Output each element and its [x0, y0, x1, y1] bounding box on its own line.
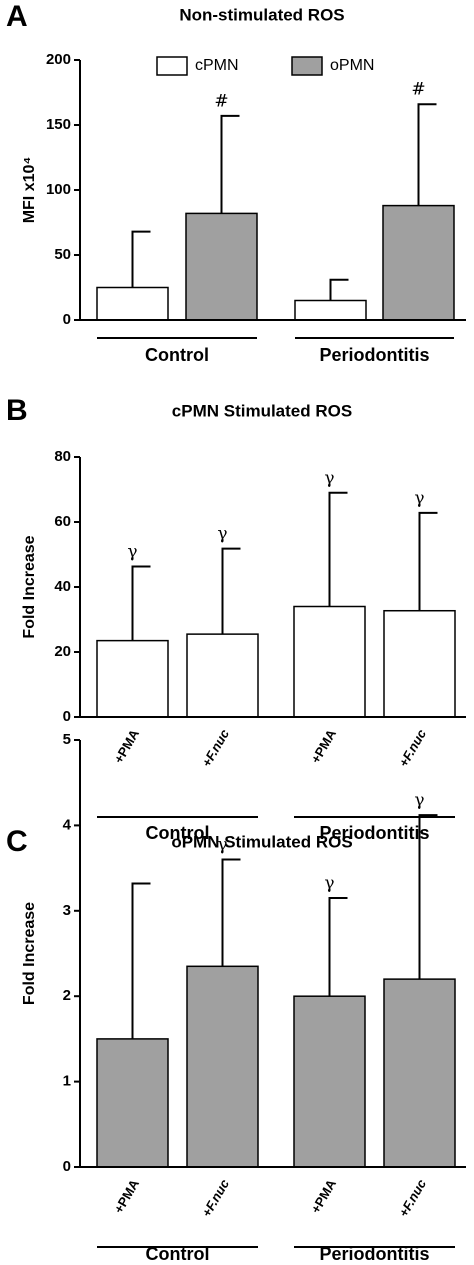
y-tick-label: 60	[54, 513, 71, 530]
y-tick-label: 0	[63, 708, 71, 725]
chart-title: oPMN Stimulated ROS	[171, 832, 352, 851]
y-axis-label: Fold Increase	[21, 535, 38, 638]
group-label: Control	[146, 823, 210, 843]
y-tick-label: 5	[63, 731, 71, 748]
group-label: Periodontitis	[319, 345, 429, 365]
annotation: γ	[217, 524, 227, 544]
x-tick-label: +F.nuc	[396, 726, 430, 770]
annotation: γ	[127, 542, 137, 562]
x-tick-label: +F.nuc	[396, 1176, 430, 1220]
legend-label: cPMN	[195, 57, 239, 74]
annotation: γ	[324, 468, 334, 488]
bar	[293, 605, 366, 718]
legend-label: oPMN	[330, 57, 374, 74]
chart-title: cPMN Stimulated ROS	[172, 401, 352, 420]
y-tick-label: 100	[46, 181, 71, 198]
bar	[186, 633, 259, 718]
y-axis-label: Fold Increase	[21, 902, 38, 1005]
x-tick-label: +PMA	[308, 1176, 340, 1216]
panel-letter: C	[6, 825, 28, 858]
bar	[382, 204, 455, 321]
y-tick-label: 3	[63, 902, 71, 919]
x-tick-label: +F.nuc	[199, 726, 233, 770]
bar	[96, 286, 169, 321]
group-label: Periodontitis	[319, 1244, 429, 1264]
annotation: γ	[414, 791, 424, 811]
annotation: #	[214, 91, 228, 111]
y-tick-label: 0	[63, 1158, 71, 1175]
y-axis-label: MFI x10⁴	[21, 157, 38, 224]
y-tick-label: 80	[54, 448, 71, 465]
chart-title: Non-stimulated ROS	[179, 5, 344, 24]
y-tick-label: 20	[54, 643, 71, 660]
y-tick-label: 4	[63, 816, 72, 833]
y-tick-label: 0	[63, 311, 71, 328]
annotation: #	[411, 80, 425, 100]
bar	[186, 965, 259, 1168]
y-tick-label: 1	[63, 1073, 71, 1090]
y-tick-label: 2	[63, 987, 71, 1004]
bar	[383, 978, 456, 1168]
legend-swatch	[156, 56, 188, 76]
y-tick-label: 200	[46, 51, 71, 68]
bar	[293, 995, 366, 1168]
x-tick-label: +PMA	[111, 1176, 143, 1216]
panel-letter: B	[6, 394, 28, 427]
legend-swatch	[291, 56, 323, 76]
y-tick-label: 150	[46, 116, 71, 133]
group-label: Control	[146, 1244, 210, 1264]
panel-letter: A	[6, 0, 28, 33]
x-tick-label: +F.nuc	[199, 1176, 233, 1220]
y-tick-label: 50	[54, 246, 71, 263]
annotation: γ	[324, 873, 334, 893]
y-tick-label: 40	[54, 578, 71, 595]
bar	[383, 609, 456, 718]
bar	[294, 299, 367, 321]
x-tick-label: +PMA	[308, 726, 340, 766]
group-label: Control	[145, 345, 209, 365]
bar	[96, 1038, 169, 1168]
bar	[96, 639, 169, 718]
annotation: γ	[217, 835, 227, 855]
x-tick-label: +PMA	[111, 726, 143, 766]
annotation: γ	[414, 488, 424, 508]
bar	[185, 212, 258, 321]
group-label: Periodontitis	[319, 823, 429, 843]
